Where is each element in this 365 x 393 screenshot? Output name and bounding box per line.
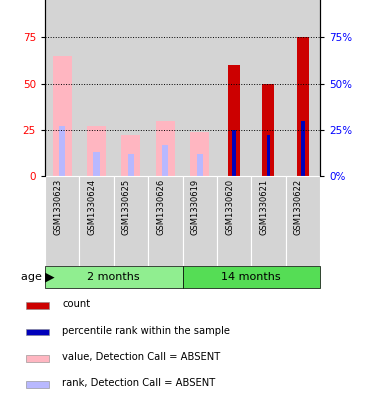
Bar [93, 152, 100, 176]
Bar [217, 0, 251, 176]
Bar [182, 176, 217, 266]
Bar [190, 132, 209, 176]
Text: GSM1330620: GSM1330620 [225, 179, 234, 235]
Bar [217, 176, 251, 266]
Text: ▶: ▶ [45, 270, 55, 283]
Text: 2 months: 2 months [88, 272, 140, 282]
Bar [286, 0, 320, 176]
Bar [148, 0, 182, 176]
Text: GSM1330623: GSM1330623 [53, 179, 62, 235]
Text: GSM1330621: GSM1330621 [260, 179, 268, 235]
Text: GSM1330622: GSM1330622 [294, 179, 303, 235]
Bar [79, 0, 114, 176]
Bar [251, 0, 286, 176]
Bar [162, 145, 168, 176]
Text: percentile rank within the sample: percentile rank within the sample [62, 325, 230, 336]
Bar [128, 154, 134, 176]
Bar [267, 135, 270, 176]
Bar [301, 121, 304, 176]
Bar [228, 65, 240, 176]
Bar [182, 266, 320, 288]
Bar [45, 266, 182, 288]
Text: GSM1330624: GSM1330624 [88, 179, 97, 235]
Bar [45, 0, 79, 176]
Bar [79, 176, 114, 266]
Bar [87, 126, 106, 176]
Bar [197, 154, 203, 176]
Bar [233, 130, 236, 176]
Bar [114, 0, 148, 176]
Text: GSM1330619: GSM1330619 [191, 179, 200, 235]
Text: GSM1330626: GSM1330626 [156, 179, 165, 235]
Bar [26, 329, 49, 335]
Bar [148, 176, 182, 266]
Bar [26, 381, 49, 388]
Text: GSM1330625: GSM1330625 [122, 179, 131, 235]
Bar [59, 126, 65, 176]
Bar [53, 56, 72, 176]
Bar [26, 355, 49, 362]
Bar [122, 135, 141, 176]
Bar [156, 121, 175, 176]
Text: value, Detection Call = ABSENT: value, Detection Call = ABSENT [62, 352, 220, 362]
Bar [251, 176, 286, 266]
Text: 14 months: 14 months [222, 272, 281, 282]
Text: age: age [21, 272, 45, 282]
Bar [182, 0, 217, 176]
Bar [286, 176, 320, 266]
Bar [26, 302, 49, 309]
Text: count: count [62, 299, 90, 309]
Bar [262, 83, 274, 176]
Bar [297, 37, 309, 176]
Bar [45, 176, 79, 266]
Bar [114, 176, 148, 266]
Text: rank, Detection Call = ABSENT: rank, Detection Call = ABSENT [62, 378, 215, 388]
